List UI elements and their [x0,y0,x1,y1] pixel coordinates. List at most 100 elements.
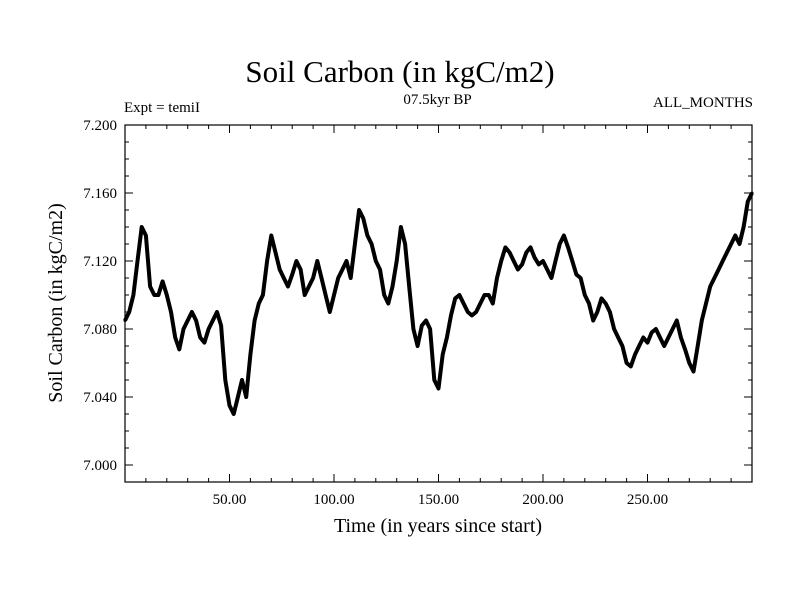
data-point [131,293,135,297]
data-point [407,285,411,288]
data-point [265,259,269,263]
data-point [370,242,374,246]
series-layer [123,191,754,416]
data-point [583,293,587,297]
data-point [282,276,286,280]
data-point [595,310,599,314]
data-point [278,268,282,271]
x-tick-label: 50.00 [213,492,247,508]
data-point [478,302,482,305]
data-point [625,361,629,365]
data-point [541,259,545,263]
data-point [127,310,131,314]
data-point [240,378,244,382]
data-point [307,285,311,288]
data-point [432,378,436,382]
data-point [483,293,486,297]
data-point [177,347,181,351]
y-tick-label: 7.040 [83,390,117,406]
experiment-annotation: Expt = temiI [124,100,200,116]
data-point [738,242,741,246]
data-point [658,336,662,339]
data-point [675,319,679,322]
data-point [462,302,466,305]
data-point [365,234,369,237]
data-point [315,259,319,263]
data-point [654,327,658,331]
y-tick-label: 7.120 [83,254,117,270]
data-point [219,324,223,328]
data-point [257,302,261,305]
data-point [320,276,323,280]
data-point [708,285,712,288]
data-point [303,293,307,297]
data-point [700,319,704,322]
data-point [202,341,206,345]
data-point [165,293,169,297]
data-point [666,336,670,339]
data-point [182,327,185,331]
data-point [554,259,557,263]
data-point [725,251,729,254]
data-point [148,285,152,288]
data-point [742,225,746,229]
data-point [746,200,750,203]
data-point [274,251,277,254]
data-point [692,370,695,373]
data-point [537,262,541,266]
data-point [671,327,675,331]
data-point [169,310,173,314]
data-point [499,259,503,263]
data-point [286,285,290,288]
data-point [529,245,532,249]
plot-frame [124,124,753,483]
data-point [328,310,332,314]
data-point [616,336,620,339]
data-point [294,259,298,263]
data-point [340,268,344,271]
data-point [733,234,737,237]
x-axis-label: Time (in years since start) [334,515,542,537]
data-point [608,310,612,314]
data-point [612,327,616,331]
data-point [332,293,336,297]
data-point [503,245,507,249]
chart-title: Soil Carbon (in kgC/m2) [245,54,555,89]
data-point [428,327,432,331]
data-point [457,293,461,297]
data-point [579,276,583,280]
data-point [378,268,382,271]
data-point [374,259,378,263]
chart-subtitle: 07.5kyr BP [403,92,472,108]
data-point [353,242,357,246]
data-point [261,293,265,297]
data-point [357,208,361,212]
data-point [382,293,386,297]
data-point [520,262,524,266]
data-point [591,319,595,322]
data-point [144,234,148,237]
data-point [721,259,725,263]
x-tick-label: 100.00 [313,492,354,508]
data-point [650,330,654,334]
data-point [194,319,198,322]
data-point [453,296,457,300]
data-point [679,336,683,339]
data-point [704,302,708,305]
data-point [600,296,603,300]
data-point [228,404,231,407]
data-point [361,217,365,220]
data-point [269,234,273,237]
data-point [336,276,340,280]
data-point [629,364,633,368]
data-point [349,276,353,280]
data-point [290,273,294,277]
data-point [449,313,453,317]
data-point [495,276,499,280]
data-point [311,276,315,280]
data-point [140,225,144,229]
data-point [391,285,394,288]
data-point [696,344,700,348]
data-point [152,293,156,297]
x-tick-label: 200.00 [522,492,563,508]
